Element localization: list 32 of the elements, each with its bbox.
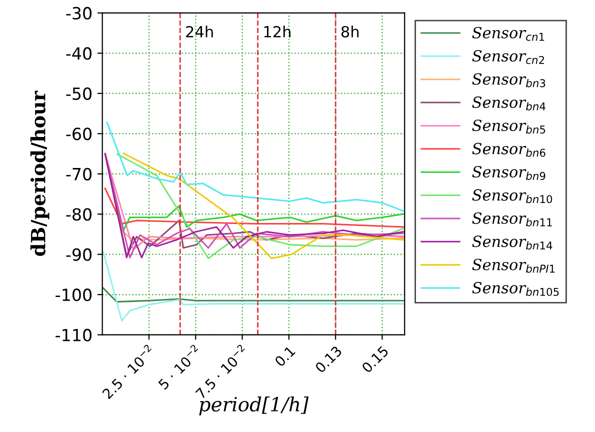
- x-axis-title: period[1/h]: [199, 396, 309, 416]
- legend-label: Sensor$_{cn1}$: [472, 26, 544, 41]
- line-series: [102, 251, 404, 322]
- ref-line-label: 12h: [264, 26, 290, 38]
- ref-line-label: 8h: [341, 26, 359, 38]
- y-tick-label: -90: [66, 248, 92, 261]
- y-tick-label: -100: [56, 288, 92, 302]
- legend-label: Sensor$_{bn14}$: [472, 236, 552, 250]
- legend-label: Sensor$_{bn105}$: [472, 282, 559, 296]
- legend-label: Sensor$_{bn9}$: [472, 166, 546, 180]
- line-series: [102, 287, 404, 303]
- y-axis-title: dB/period/hour: [30, 90, 50, 256]
- y-tick-label: -60: [66, 128, 92, 140]
- y-tick-label: -70: [66, 168, 92, 180]
- y-tick-label: -110: [56, 328, 92, 342]
- x-tick-label: 0.1: [274, 346, 296, 368]
- legend-label: Sensor$_{bn6}$: [472, 142, 546, 157]
- line-series: [104, 188, 404, 228]
- legend-label: Sensor$_{bn11}$: [472, 212, 552, 226]
- legend-label: Sensor$_{bn3}$: [472, 73, 546, 88]
- legend-label: Sensor$_{cn2}$: [472, 50, 544, 64]
- y-tick-label: -80: [66, 208, 92, 221]
- legend-label: Sensor$_{bn10}$: [472, 189, 552, 204]
- x-tick-label: 2.5 · 10$^{−2}$: [100, 344, 156, 400]
- legend-label: Sensor$_{bn5}$: [472, 120, 546, 134]
- ref-line-label: 24h: [186, 26, 213, 38]
- legend-label: Sensor$_{bn4}$: [472, 96, 546, 110]
- y-tick-label: -40: [66, 47, 92, 60]
- y-tick-label: -50: [66, 87, 92, 100]
- legend-label: Sensor$_{bnPI1}$: [472, 258, 555, 273]
- y-tick-label: -30: [66, 6, 92, 20]
- line-series: [106, 122, 404, 212]
